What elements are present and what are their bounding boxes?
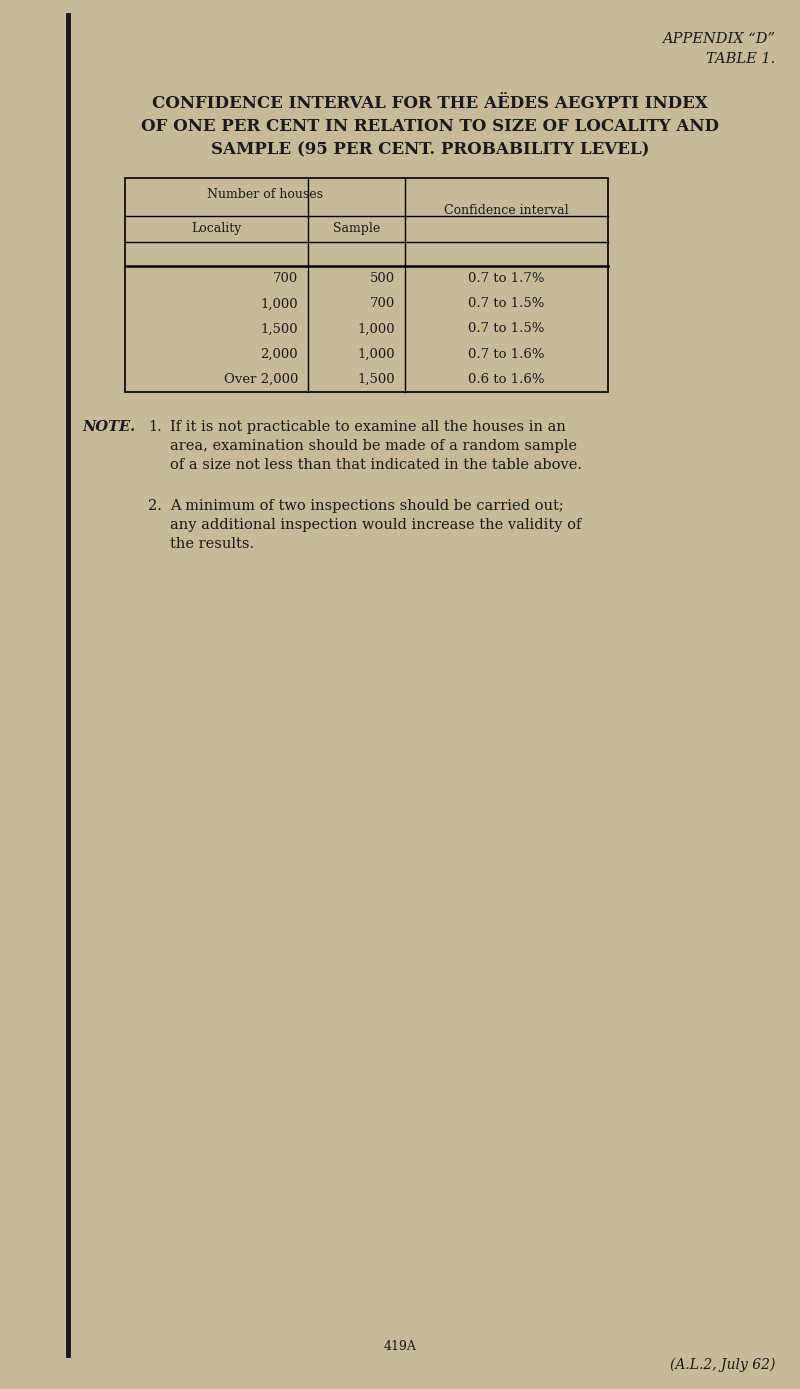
Text: (A.L.2, July 62): (A.L.2, July 62) [670, 1358, 775, 1372]
Text: any additional inspection would increase the validity of: any additional inspection would increase… [170, 518, 582, 532]
Text: A minimum of two inspections should be carried out;: A minimum of two inspections should be c… [170, 499, 564, 513]
Text: TABLE 1.: TABLE 1. [706, 51, 775, 67]
Bar [125, 178, 608, 392]
Text: APPENDIX “D”: APPENDIX “D” [662, 32, 775, 46]
Text: 0.7 to 1.5%: 0.7 to 1.5% [468, 322, 545, 336]
Text: area, examination should be made of a random sample: area, examination should be made of a ra… [170, 439, 577, 453]
Text: 419A: 419A [383, 1340, 417, 1353]
Text: NOTE.: NOTE. [82, 419, 135, 433]
Text: 1,000: 1,000 [358, 347, 395, 361]
Text: Number of houses: Number of houses [207, 188, 323, 201]
Text: 0.7 to 1.5%: 0.7 to 1.5% [468, 297, 545, 310]
Text: CONFIDENCE INTERVAL FOR THE AËDES AEGYPTI INDEX: CONFIDENCE INTERVAL FOR THE AËDES AEGYPT… [152, 94, 708, 113]
Text: 0.7 to 1.7%: 0.7 to 1.7% [468, 272, 545, 285]
Text: 2,000: 2,000 [260, 347, 298, 361]
Text: Sample: Sample [333, 222, 380, 235]
Text: of a size not less than that indicated in the table above.: of a size not less than that indicated i… [170, 458, 582, 472]
Text: 700: 700 [273, 272, 298, 285]
Text: 0.6 to 1.6%: 0.6 to 1.6% [468, 372, 545, 386]
Text: 2.: 2. [148, 499, 162, 513]
Text: 1,000: 1,000 [260, 297, 298, 310]
Text: If it is not practicable to examine all the houses in an: If it is not practicable to examine all … [170, 419, 566, 433]
Text: the results.: the results. [170, 538, 254, 551]
Text: Confidence interval: Confidence interval [444, 204, 569, 217]
Text: 1,500: 1,500 [260, 322, 298, 336]
Text: Over 2,000: Over 2,000 [224, 372, 298, 386]
Text: 500: 500 [370, 272, 395, 285]
Text: Locality: Locality [191, 222, 242, 235]
Text: 1,500: 1,500 [358, 372, 395, 386]
Text: 700: 700 [370, 297, 395, 310]
Text: SAMPLE (95 PER CENT. PROBABILITY LEVEL): SAMPLE (95 PER CENT. PROBABILITY LEVEL) [210, 142, 650, 158]
Text: 1.: 1. [148, 419, 162, 433]
Text: OF ONE PER CENT IN RELATION TO SIZE OF LOCALITY AND: OF ONE PER CENT IN RELATION TO SIZE OF L… [141, 118, 719, 135]
Text: 1,000: 1,000 [358, 322, 395, 336]
Text: 0.7 to 1.6%: 0.7 to 1.6% [468, 347, 545, 361]
